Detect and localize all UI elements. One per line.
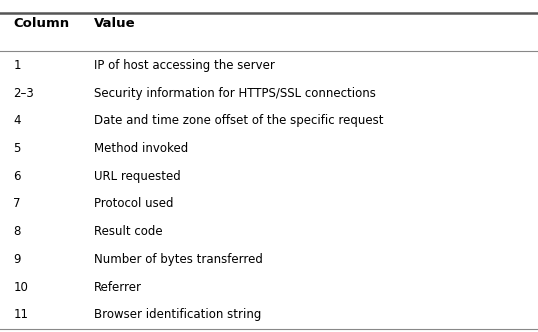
Text: Value: Value <box>94 17 136 30</box>
Text: 6: 6 <box>13 170 21 183</box>
Text: Browser identification string: Browser identification string <box>94 308 261 321</box>
Text: 11: 11 <box>13 308 29 321</box>
Text: Result code: Result code <box>94 225 163 238</box>
Text: IP of host accessing the server: IP of host accessing the server <box>94 59 275 72</box>
Text: 9: 9 <box>13 253 21 266</box>
Text: Security information for HTTPS/SSL connections: Security information for HTTPS/SSL conne… <box>94 87 376 100</box>
Text: 8: 8 <box>13 225 21 238</box>
Text: 5: 5 <box>13 142 21 155</box>
Text: 2–3: 2–3 <box>13 87 34 100</box>
Text: URL requested: URL requested <box>94 170 181 183</box>
Text: Referrer: Referrer <box>94 281 142 293</box>
Text: 1: 1 <box>13 59 21 72</box>
Text: Method invoked: Method invoked <box>94 142 188 155</box>
Text: Number of bytes transferred: Number of bytes transferred <box>94 253 263 266</box>
Text: Protocol used: Protocol used <box>94 198 174 210</box>
Text: 10: 10 <box>13 281 29 293</box>
Text: 7: 7 <box>13 198 21 210</box>
Text: Date and time zone offset of the specific request: Date and time zone offset of the specifi… <box>94 114 384 127</box>
Text: Column: Column <box>13 17 69 30</box>
Text: 4: 4 <box>13 114 21 127</box>
